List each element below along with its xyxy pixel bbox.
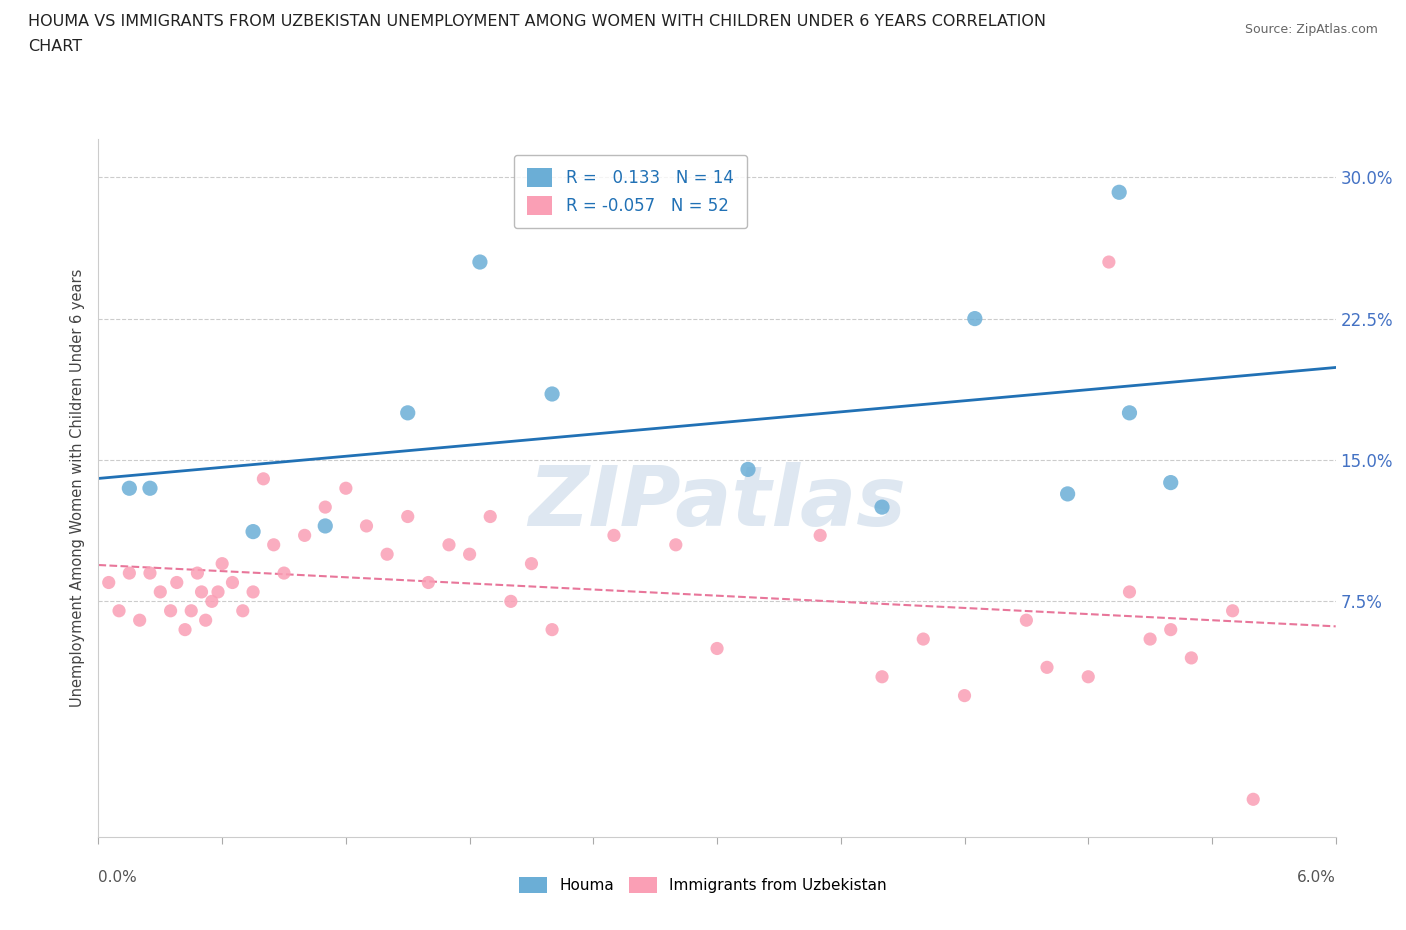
Point xyxy=(335,481,357,496)
Point xyxy=(912,631,935,646)
Point xyxy=(1108,185,1130,200)
Point xyxy=(242,584,264,599)
Point xyxy=(1241,791,1264,806)
Point xyxy=(737,462,759,477)
Point xyxy=(252,472,274,486)
Legend: Houma, Immigrants from Uzbekistan: Houma, Immigrants from Uzbekistan xyxy=(513,870,893,899)
Text: CHART: CHART xyxy=(28,39,82,54)
Point xyxy=(314,519,336,534)
Point xyxy=(128,613,150,628)
Point xyxy=(1160,622,1182,637)
Point xyxy=(520,556,543,571)
Point xyxy=(211,556,233,571)
Point xyxy=(314,499,336,514)
Point xyxy=(1139,631,1161,646)
Point xyxy=(1180,650,1202,665)
Point xyxy=(437,538,460,552)
Point xyxy=(541,622,564,637)
Text: 0.0%: 0.0% xyxy=(98,870,138,884)
Point xyxy=(263,538,285,552)
Point xyxy=(1015,613,1038,628)
Point xyxy=(665,538,688,552)
Point xyxy=(1118,584,1140,599)
Point xyxy=(418,575,440,590)
Point xyxy=(180,604,202,618)
Point xyxy=(1118,405,1140,420)
Point xyxy=(356,519,378,534)
Point xyxy=(541,387,564,402)
Point xyxy=(468,255,491,270)
Point xyxy=(221,575,243,590)
Point xyxy=(149,584,172,599)
Point xyxy=(458,547,481,562)
Point xyxy=(273,565,295,580)
Point xyxy=(1077,670,1099,684)
Point xyxy=(963,312,986,326)
Point xyxy=(603,528,626,543)
Point xyxy=(499,594,522,609)
Point xyxy=(375,547,398,562)
Point xyxy=(396,509,419,524)
Point xyxy=(159,604,181,618)
Text: 6.0%: 6.0% xyxy=(1296,870,1336,884)
Point xyxy=(242,525,264,539)
Point xyxy=(396,405,419,420)
Point xyxy=(706,641,728,656)
Point xyxy=(108,604,131,618)
Point xyxy=(232,604,254,618)
Point xyxy=(294,528,316,543)
Point xyxy=(139,481,162,496)
Point xyxy=(1098,255,1121,270)
Point xyxy=(194,613,217,628)
Point xyxy=(186,565,208,580)
Point xyxy=(139,565,162,580)
Text: Source: ZipAtlas.com: Source: ZipAtlas.com xyxy=(1244,23,1378,36)
Point xyxy=(870,499,893,514)
Point xyxy=(1056,486,1078,501)
Point xyxy=(118,565,141,580)
Point xyxy=(166,575,188,590)
Text: ZIPatlas: ZIPatlas xyxy=(529,461,905,543)
Y-axis label: Unemployment Among Women with Children Under 6 years: Unemployment Among Women with Children U… xyxy=(70,269,86,708)
Point xyxy=(207,584,229,599)
Point xyxy=(201,594,224,609)
Point xyxy=(1222,604,1244,618)
Point xyxy=(479,509,502,524)
Point xyxy=(174,622,197,637)
Point xyxy=(870,670,893,684)
Point xyxy=(1036,660,1059,675)
Point xyxy=(118,481,141,496)
Text: HOUMA VS IMMIGRANTS FROM UZBEKISTAN UNEMPLOYMENT AMONG WOMEN WITH CHILDREN UNDER: HOUMA VS IMMIGRANTS FROM UZBEKISTAN UNEM… xyxy=(28,14,1046,29)
Point xyxy=(190,584,212,599)
Point xyxy=(97,575,120,590)
Point xyxy=(1160,475,1182,490)
Legend: R =   0.133   N = 14, R = -0.057   N = 52: R = 0.133 N = 14, R = -0.057 N = 52 xyxy=(515,154,747,228)
Point xyxy=(808,528,831,543)
Point xyxy=(953,688,976,703)
